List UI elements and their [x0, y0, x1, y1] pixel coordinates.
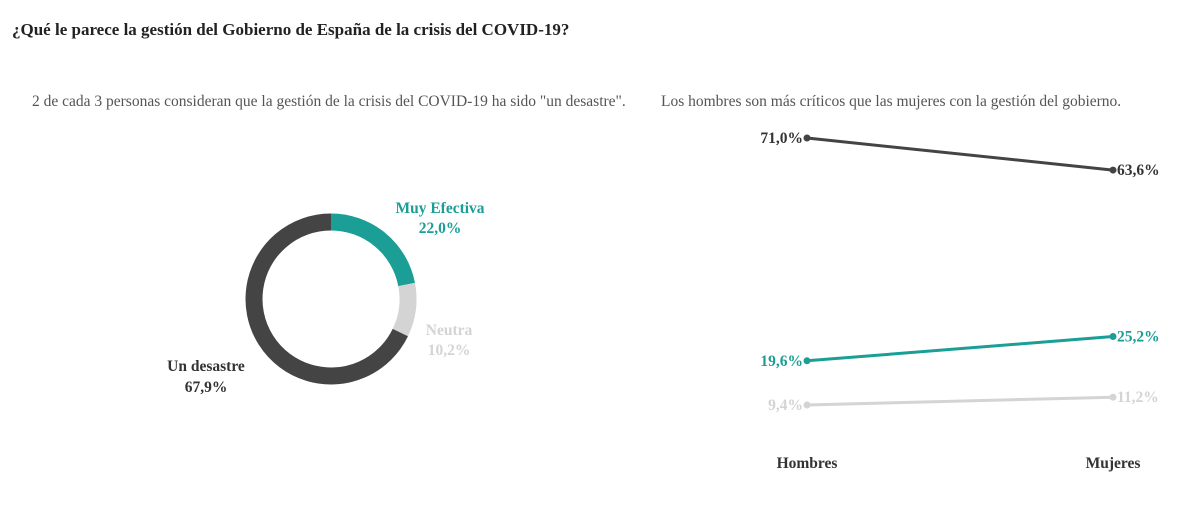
series-point-0-0: [803, 134, 811, 142]
series-point-2-1: [1109, 393, 1117, 401]
donut-subtitle: 2 de cada 3 personas consideran que la g…: [32, 93, 626, 110]
page-title: ¿Qué le parece la gestión del Gobierno d…: [12, 20, 570, 39]
donut-slice-neutra: [392, 282, 417, 337]
donut-slice-muy-efectiva: [330, 213, 415, 287]
donut-label-un-desastre: Un desastre: [167, 358, 245, 375]
donut-slice-un-desastre: [245, 213, 408, 385]
x-tick-label-hombres: Hombres: [777, 455, 838, 472]
donut-label-neutra: Neutra: [426, 322, 473, 339]
series-point-2-0: [803, 401, 811, 409]
series-label-2-0: 9,4%: [768, 397, 803, 414]
series-label-0-1: 63,6%: [1117, 162, 1160, 179]
series-point-1-0: [803, 357, 811, 365]
line-subtitle: Los hombres son más críticos que las muj…: [661, 93, 1122, 110]
donut-value-un-desastre: 67,9%: [185, 379, 228, 396]
x-tick-label-mujeres: Mujeres: [1086, 455, 1141, 472]
donut-label-muy-efectiva: Muy Efectiva: [395, 200, 484, 217]
donut-value-muy-efectiva: 22,0%: [419, 220, 462, 237]
series-label-1-0: 19,6%: [760, 353, 803, 370]
series-line-1: [806, 335, 1114, 363]
series-line-2: [806, 395, 1114, 407]
series-label-1-1: 25,2%: [1117, 329, 1160, 346]
series-point-1-1: [1109, 333, 1117, 341]
series-line-0: [806, 136, 1114, 172]
series-label-2-1: 11,2%: [1117, 389, 1159, 406]
series-label-0-0: 71,0%: [760, 130, 803, 147]
series-point-0-1: [1109, 166, 1117, 174]
donut-value-neutra: 10,2%: [428, 342, 471, 359]
